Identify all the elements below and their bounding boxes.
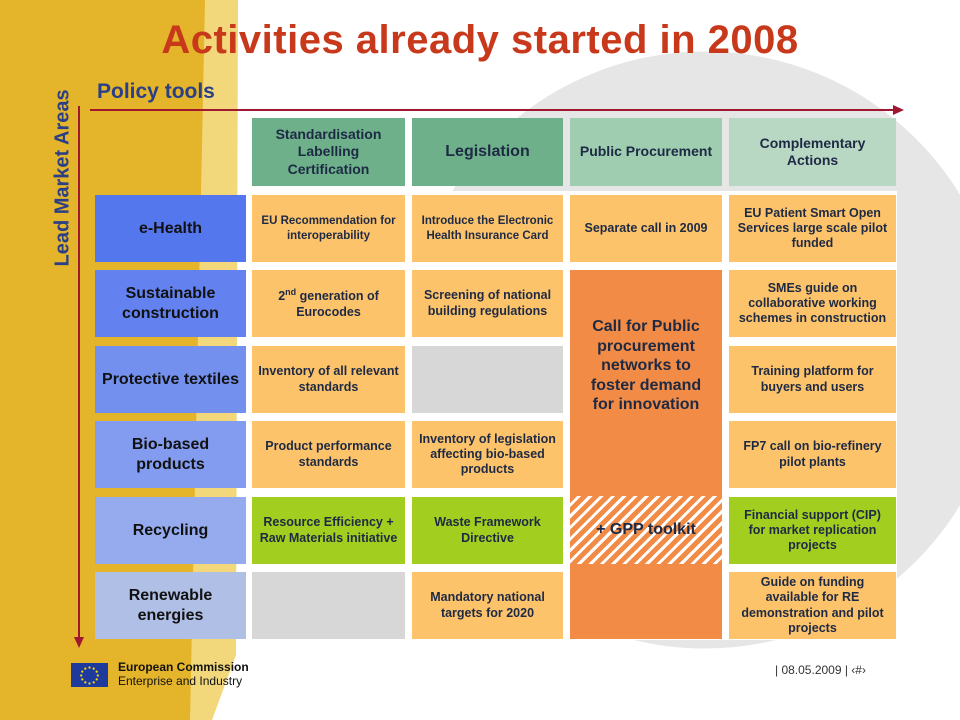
row-header-construction: Sustainable construction: [95, 270, 246, 337]
cell-ca-textiles: Training platform for buyers and users: [729, 346, 896, 413]
footer-organization: European Commission Enterprise and Indus…: [118, 660, 249, 688]
cell-std-construction-text: 2nd generation of Eurocodes: [278, 287, 379, 319]
row-header-textiles: Protective textiles: [95, 346, 246, 413]
cell-ca-recycling: Financial support (CIP) for market repli…: [729, 497, 896, 564]
cell-std-renewable-empty: [252, 572, 405, 639]
cell-leg-textiles-empty: [412, 346, 563, 413]
cell-ca-construction: SMEs guide on collaborative working sche…: [729, 270, 896, 337]
cell-ca-ehealth: EU Patient Smart Open Services large sca…: [729, 195, 896, 262]
col-header-legislation: Legislation: [412, 118, 563, 186]
cell-leg-recycling: Waste Framework Directive: [412, 497, 563, 564]
cell-pp-gpp-toolkit: + GPP toolkit: [570, 496, 722, 564]
cell-std-textiles: Inventory of all relevant standards: [252, 346, 405, 413]
vertical-arrowhead: [74, 637, 84, 648]
footer-dept-name: Enterprise and Industry: [118, 674, 243, 688]
row-header-ehealth: e-Health: [95, 195, 246, 262]
cell-std-recycling: Resource Efficiency + Raw Materials init…: [252, 497, 405, 564]
policy-tools-label: Policy tools: [97, 80, 215, 103]
page-title: Activities already started in 2008: [161, 18, 799, 62]
col-header-procurement: Public Procurement: [570, 118, 722, 186]
cell-pp-call-networks: Call for Public procurement networks to …: [570, 270, 722, 496]
eu-flag-icon: [71, 663, 108, 687]
cell-std-ehealth: EU Recommendation for interoperability: [252, 195, 405, 262]
horizontal-arrowhead: [893, 105, 904, 115]
cell-std-biobased: Product performance standards: [252, 421, 405, 488]
cell-leg-renewable: Mandatory national targets for 2020: [412, 572, 563, 639]
row-header-renewable: Renewable energies: [95, 572, 246, 639]
row-header-recycling: Recycling: [95, 497, 246, 564]
cell-leg-ehealth: Introduce the Electronic Health Insuranc…: [412, 195, 563, 262]
cell-leg-construction: Screening of national building regulatio…: [412, 270, 563, 337]
cell-std-construction: 2nd generation of Eurocodes: [252, 270, 405, 337]
cell-ca-biobased: FP7 call on bio-refinery pilot plants: [729, 421, 896, 488]
footer-org-name: European Commission: [118, 660, 249, 674]
col-header-complementary: Complementary Actions: [729, 118, 896, 186]
col-header-standardisation: Standardisation Labelling Certification: [252, 118, 405, 186]
cell-pp-ehealth: Separate call in 2009: [570, 195, 722, 262]
cell-leg-biobased: Inventory of legislation affecting bio-b…: [412, 421, 563, 488]
row-header-biobased: Bio-based products: [95, 421, 246, 488]
footer-date: | 08.05.2009 | ‹#›: [775, 663, 866, 677]
cell-ca-renewable: Guide on funding available for RE demons…: [729, 572, 896, 639]
cell-pp-renewable-fill: [570, 564, 722, 639]
